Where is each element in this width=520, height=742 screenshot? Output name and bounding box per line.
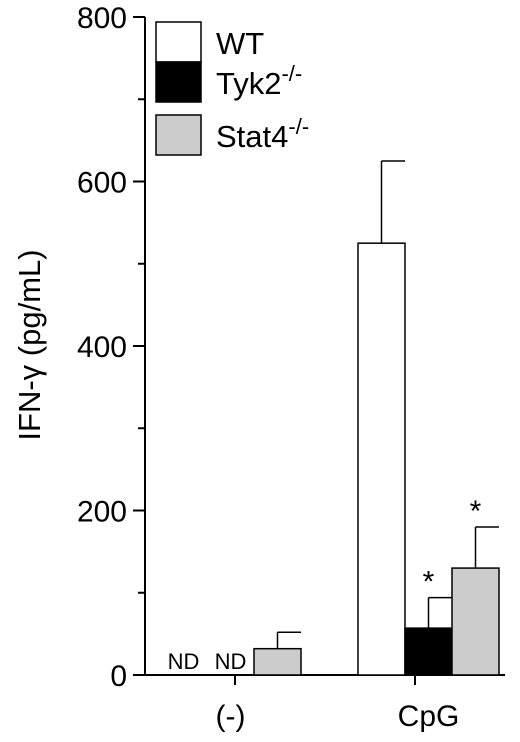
x-tick-label-1: CpG xyxy=(398,700,460,733)
y-tick-label-600: 600 xyxy=(77,167,127,200)
bar-1-1 xyxy=(404,627,453,676)
y-tick-label-400: 400 xyxy=(77,331,127,364)
legend-swatch-0 xyxy=(155,21,202,63)
bar-2-0 xyxy=(253,647,302,676)
legend-label-0: WT xyxy=(216,26,264,61)
significance-marker-2-1: * xyxy=(470,495,482,528)
value-label-0-0: ND xyxy=(168,649,200,674)
legend-name: Tyk2 xyxy=(216,66,281,101)
bars: ND ND * * xyxy=(168,160,500,676)
y-axis-title: IFN-γ (pg/mL) xyxy=(12,249,47,440)
legend-superscript: -/- xyxy=(281,61,302,86)
significance-marker-1-1: * xyxy=(423,566,435,599)
y-tick-label-200: 200 xyxy=(77,496,127,529)
y-axis: 0 200 400 600 800 xyxy=(77,2,146,693)
value-label-1-0: ND xyxy=(215,649,247,674)
legend-name: WT xyxy=(216,26,264,61)
legend-name: Stat4 xyxy=(216,119,288,154)
legend-swatch-2 xyxy=(155,114,202,156)
x-axis: (-) CpG xyxy=(145,674,505,733)
bar-0-1 xyxy=(357,242,406,676)
legend-superscript: -/- xyxy=(288,114,309,139)
legend-label-1: Tyk2-/- xyxy=(216,61,302,101)
legend-swatch-1 xyxy=(155,61,202,103)
x-tick-label-0: (-) xyxy=(216,700,246,733)
legend-label-2: Stat4-/- xyxy=(216,114,309,154)
y-tick-label-800: 800 xyxy=(77,2,127,35)
y-tick-label-0: 0 xyxy=(110,660,127,693)
bar-2-1 xyxy=(451,567,500,676)
